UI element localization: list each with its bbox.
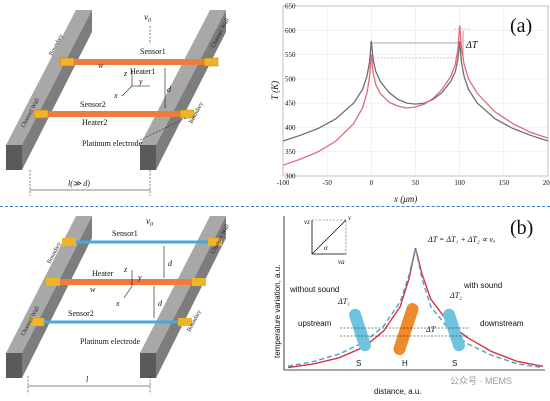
watermark: 公众号 · MEMS	[450, 376, 512, 386]
spacing-label: d	[168, 259, 173, 268]
electrode-label: Platinum electrode	[82, 139, 143, 148]
width-label: w	[98, 61, 104, 70]
axis-y-label: y	[138, 77, 143, 86]
series-line-1	[282, 40, 549, 142]
series-line-2	[282, 25, 549, 166]
x-tick-label: -50	[322, 179, 332, 187]
electrode-pad	[203, 57, 219, 67]
x-tick-label: 150	[499, 179, 510, 187]
x-axis-label: x (μm)	[393, 194, 417, 204]
with-sound-label: with sound	[463, 281, 502, 290]
heater1-label: Heater1	[130, 67, 155, 76]
y-tick-label: 400	[285, 124, 296, 132]
heater-label: Heater	[92, 269, 114, 278]
delta-t-label: ΔT	[425, 325, 436, 334]
electrode-pad	[46, 278, 60, 286]
electrode-pad	[33, 109, 49, 119]
delta-t1-label: ΔT₁	[337, 297, 350, 306]
y-tick-label: 650	[285, 3, 296, 11]
x-tick-label: 100	[454, 179, 465, 187]
sensor2-label: Sensor2	[80, 100, 106, 109]
spacing-label: d	[167, 85, 172, 94]
x-tick-label: 50	[412, 179, 420, 187]
panel-label-a: (a)	[510, 15, 532, 37]
flow-velocity-label: v0	[144, 12, 151, 24]
sensor2-label: Sensor2	[68, 309, 94, 318]
y-axis-label: T (K)	[270, 81, 280, 100]
flow-velocity-label: v0	[146, 216, 153, 228]
y-tick-label: 500	[285, 75, 296, 83]
electrode-label: Platinum electrode	[80, 337, 141, 346]
vector-va-label: va	[338, 258, 345, 266]
electrode-pad	[30, 318, 44, 326]
heater-element	[393, 303, 419, 355]
delta-t-annotation: ΔT	[465, 40, 479, 51]
y-tick-label: 350	[285, 148, 296, 156]
x-axis-label: distance, a.u.	[374, 387, 422, 396]
y-axis-label: temperature variation, a.u.	[273, 265, 282, 358]
sensor1-label: Sensor1	[112, 229, 138, 238]
panel-divider	[0, 206, 550, 207]
electrode-pad	[192, 278, 206, 286]
y-tick-label: 300	[285, 173, 296, 181]
delta-t2-label: ΔT₂	[449, 291, 462, 300]
downstream-label: downstream	[480, 319, 524, 328]
axis-x-label: x	[113, 91, 118, 100]
sensor-left-label: S	[356, 359, 361, 368]
channel-wall-left	[6, 10, 92, 145]
sensor1-label: Sensor1	[140, 47, 166, 56]
panel-b-schematic: Boundary Channel Wall Boundary Channel W…	[6, 216, 231, 394]
downstream-sensor	[443, 308, 465, 352]
y-tick-label: 550	[285, 51, 296, 59]
upstream-label: upstream	[298, 319, 332, 328]
electrode-pad	[59, 57, 75, 67]
panel-a-schematic: Boundary Channel Wall Boundary Channel W…	[6, 10, 231, 196]
panel-a-chart: -100 -50 0 50 100 150 200 300 350 400 450 500 550 600…	[270, 3, 550, 205]
panel-label-b: (b)	[510, 217, 533, 239]
axis-z-label: z	[123, 265, 128, 274]
axis-z-label: z	[123, 69, 128, 78]
electrode-pad	[179, 109, 195, 119]
width-label: w	[90, 285, 96, 294]
without-sound-label: without sound	[289, 285, 339, 294]
electrode-pad	[62, 238, 76, 246]
upstream-sensor	[349, 308, 371, 352]
spacing-label: d	[158, 299, 163, 308]
y-tick-label: 450	[285, 100, 296, 108]
equation: ΔT = ΔT₁ + ΔT₂ ∝ vₐ	[427, 235, 496, 244]
sensor-right-label: S	[452, 359, 457, 368]
x-tick-label: -100	[277, 179, 290, 187]
length-label: l	[86, 375, 89, 384]
vector-alpha-label: α	[324, 244, 328, 252]
axis-x-label: x	[115, 299, 120, 308]
axis-y-label: y	[137, 273, 142, 282]
x-tick-label: 200	[543, 179, 550, 187]
series-line-2	[287, 247, 544, 369]
panel-b-chart: vz v va α ΔT = ΔT₁ + ΔT₂ ∝ vₐ without so…	[273, 214, 545, 396]
y-tick-label: 600	[285, 27, 296, 35]
x-tick-label: 0	[370, 179, 374, 187]
length-label: l(≫ d)	[68, 179, 90, 188]
series-line-1	[287, 247, 544, 369]
heater-mid-label: H	[402, 359, 408, 368]
electrode-pad	[208, 238, 222, 246]
heater2-label: Heater2	[82, 118, 107, 127]
vector-vz-label: vz	[304, 218, 310, 226]
vector-v-label: v	[348, 214, 352, 222]
electrode-pad	[178, 318, 192, 326]
channel-wall-right	[140, 10, 226, 145]
